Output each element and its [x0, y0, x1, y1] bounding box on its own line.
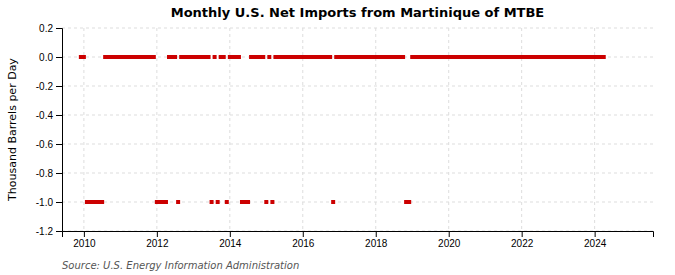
tick-label: -0.6 [36, 139, 54, 150]
tick-label: 2016 [292, 238, 315, 249]
tick-label: -1.2 [36, 226, 54, 237]
grid-line [62, 115, 653, 116]
tick: 0.2 [39, 23, 62, 34]
y-axis-title: Thousand Barrels per Day [6, 58, 19, 202]
tick-label: 0.0 [39, 52, 53, 63]
tick: 0.0 [39, 52, 62, 63]
axis-line [56, 29, 63, 232]
point [210, 200, 214, 204]
tick: -0.6 [36, 139, 62, 150]
point [164, 200, 168, 204]
tick: -0.2 [36, 81, 62, 92]
point [152, 55, 156, 59]
tick-label: 2024 [584, 238, 607, 249]
tick: 2024 [584, 231, 607, 249]
tick: 2014 [219, 231, 242, 249]
point [264, 200, 268, 204]
point [176, 200, 180, 204]
point [331, 200, 335, 204]
plot: 2010 2012 2014 2016 2018 2020 2022 2024 -1.2 -1.0… [36, 23, 654, 249]
tick: 2018 [365, 231, 388, 249]
point [82, 55, 86, 59]
tick-label: 2018 [365, 238, 388, 249]
point [213, 55, 217, 59]
grid-line [62, 144, 653, 145]
point [216, 200, 220, 204]
y-axis: -1.2 -1.0 -0.8 -0.6 -0.4 -0.2 0.0 0.2 [36, 23, 63, 237]
tick-mark [56, 86, 62, 87]
point [407, 200, 411, 204]
tick-mark [56, 144, 62, 145]
tick-label: 2012 [146, 238, 169, 249]
chart: 2010 2012 2014 2016 2018 2020 2022 2024 -1.2 -1.0… [0, 0, 675, 275]
x-axis: 2010 2012 2014 2016 2018 2020 2022 2024 [63, 231, 654, 249]
tick-mark [157, 231, 158, 237]
point [237, 55, 241, 59]
points [79, 55, 606, 204]
tick-label: -1.0 [36, 197, 54, 208]
tick-mark [449, 231, 450, 237]
tick: 2016 [292, 231, 315, 249]
tick: 2022 [511, 231, 534, 249]
point [267, 55, 271, 59]
tick-mark [56, 202, 62, 203]
tick-mark [56, 57, 62, 58]
grid-line [62, 86, 653, 87]
tick: 2012 [146, 231, 169, 249]
tick-mark [56, 173, 62, 174]
grid-line [62, 173, 653, 174]
grid [62, 28, 653, 231]
tick: -1.0 [36, 197, 62, 208]
tick: -1.2 [36, 226, 62, 237]
tick-mark [230, 231, 231, 237]
tick-label: -0.2 [36, 81, 54, 92]
tick: -0.4 [36, 110, 62, 121]
tick-label: -0.4 [36, 110, 54, 121]
annotation: Source: U.S. Energy Information Administ… [62, 260, 299, 271]
tick-mark [84, 231, 85, 237]
tick-mark [56, 231, 62, 232]
tick: -0.8 [36, 168, 62, 179]
tick: 2010 [73, 231, 96, 249]
tick-label: 2020 [438, 238, 461, 249]
point [207, 55, 211, 59]
grid-line [62, 28, 653, 29]
axis-line [63, 232, 654, 238]
tick-mark [376, 231, 377, 237]
tick-label: 2010 [73, 238, 96, 249]
point [602, 55, 606, 59]
point [222, 55, 226, 59]
tick: 2020 [438, 231, 461, 249]
tick-label: -0.8 [36, 168, 54, 179]
tick-label: 2014 [219, 238, 242, 249]
tick-label: 0.2 [39, 23, 53, 34]
point [401, 55, 405, 59]
tick-mark [56, 28, 62, 29]
tick-mark [595, 231, 596, 237]
grid-line [62, 202, 653, 203]
point [100, 200, 104, 204]
tick-mark [303, 231, 304, 237]
point [225, 200, 229, 204]
tick-mark [522, 231, 523, 237]
point [328, 55, 332, 59]
tick-label: 2022 [511, 238, 534, 249]
point [173, 55, 177, 59]
point [246, 200, 250, 204]
title: Monthly U.S. Net Imports from Martinique… [171, 5, 545, 20]
tick-mark [56, 115, 62, 116]
point [270, 200, 274, 204]
point [261, 55, 265, 59]
